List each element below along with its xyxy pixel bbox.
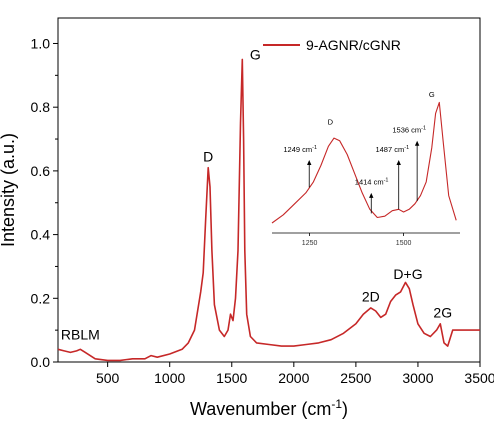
peak-label: 2D bbox=[362, 288, 380, 304]
peak-label: G bbox=[250, 46, 261, 62]
peak-label: RBLM bbox=[61, 327, 100, 343]
plot-border bbox=[57, 17, 481, 363]
peak-label: D+G bbox=[393, 266, 422, 282]
y-axis-title: Intensity (a.u.) bbox=[0, 133, 18, 247]
x-axis: 500 1000 1500 2000 2500 3000 3500 bbox=[96, 362, 494, 386]
annotations: RBLM D G 2D D+G 2G bbox=[61, 46, 452, 342]
x-tick-label: 500 bbox=[96, 370, 120, 386]
y-tick-label: 1.0 bbox=[31, 35, 51, 51]
y-tick-label: 0.4 bbox=[31, 227, 51, 243]
peak-label: D bbox=[203, 148, 213, 164]
x-tick-label: 3000 bbox=[402, 370, 433, 386]
y-tick-label: 0.8 bbox=[31, 99, 51, 115]
x-tick-label: 1000 bbox=[154, 370, 185, 386]
inset-arrow-head bbox=[396, 159, 401, 165]
x-axis-title: Wavenumber (cm-1) bbox=[190, 397, 348, 419]
inset-label: 1249 cm-1 bbox=[283, 145, 317, 154]
inset-arrow-head bbox=[369, 192, 374, 198]
inset-x-tick-label: 1250 bbox=[302, 240, 318, 247]
inset-arrow-head bbox=[307, 159, 312, 165]
inset-arrow-head bbox=[414, 140, 420, 146]
inset-label: 1536 cm-1 bbox=[392, 126, 426, 135]
inset-plot: 1250 1500 D G 1249 cm-1 1414 cm-1 1487 cm-1 153… bbox=[271, 90, 460, 247]
series-group bbox=[57, 58, 480, 362]
inset-label: 1414 cm-1 bbox=[355, 178, 389, 187]
inset-series-line bbox=[271, 101, 457, 224]
x-tick-label: 1500 bbox=[216, 370, 247, 386]
x-tick-label: 2500 bbox=[340, 370, 371, 386]
y-tick-label: 0.6 bbox=[31, 163, 51, 179]
legend: 9-AGNR/cGNR bbox=[263, 37, 401, 53]
inset-label: D bbox=[328, 117, 334, 126]
inset-label: 1487 cm-1 bbox=[375, 145, 409, 154]
x-tick-label: 3500 bbox=[464, 370, 494, 386]
inset-x-tick-label: 1500 bbox=[396, 240, 412, 247]
peak-label: 2G bbox=[433, 304, 452, 320]
y-tick-label: 0.2 bbox=[31, 290, 51, 306]
series-line bbox=[57, 58, 480, 362]
plot-frame bbox=[57, 17, 481, 363]
legend-label: 9-AGNR/cGNR bbox=[306, 37, 401, 53]
y-axis: 0.0 0.2 0.4 0.6 0.8 1.0 bbox=[31, 35, 58, 370]
inset-label: G bbox=[429, 90, 435, 99]
y-tick-label: 0.0 bbox=[31, 354, 51, 370]
x-tick-label: 2000 bbox=[278, 370, 309, 386]
